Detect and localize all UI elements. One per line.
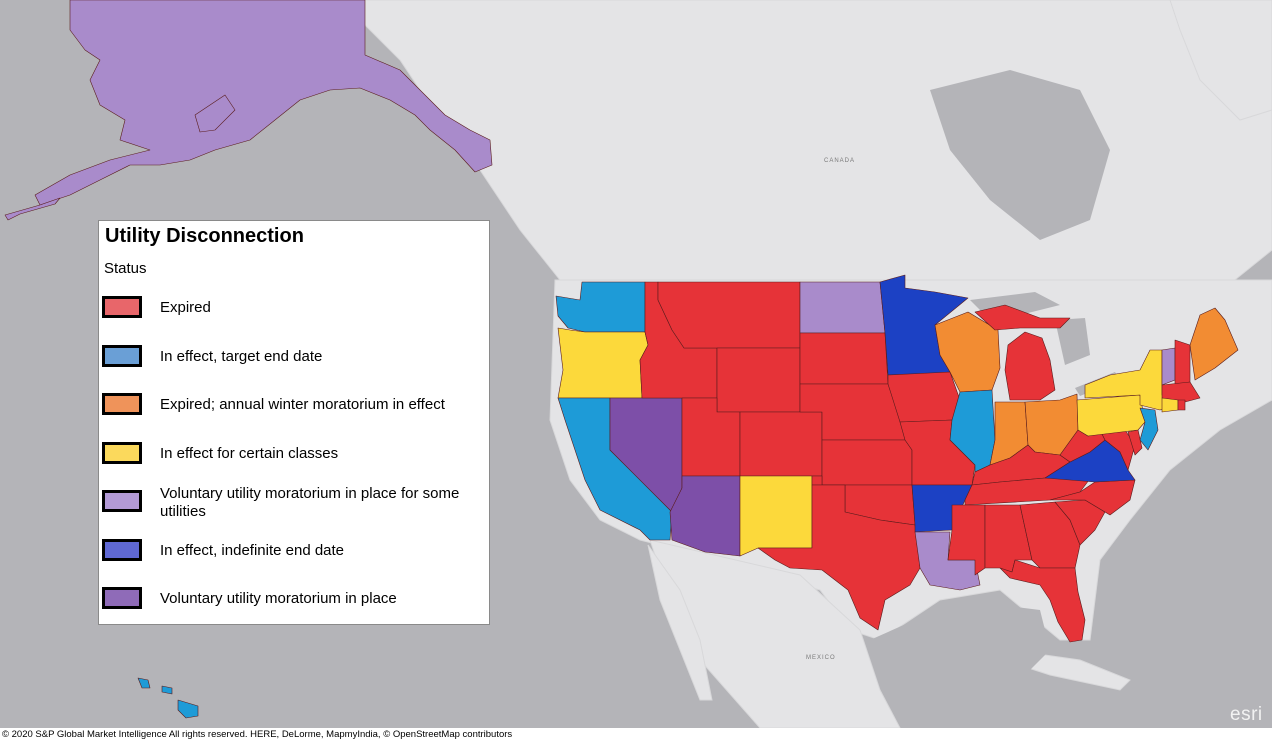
state-north-dakota — [799, 281, 886, 334]
state-wyoming — [716, 347, 801, 413]
state-michigan-up — [974, 304, 1071, 331]
legend-item-target-end-date: In effect, target end date — [102, 345, 487, 385]
state-kansas — [821, 439, 913, 486]
legend-item-certain-classes: In effect for certain classes — [102, 442, 487, 482]
hudson-bay — [930, 70, 1110, 240]
state-colorado — [739, 411, 823, 477]
state-vermont — [1161, 347, 1176, 386]
state-iowa — [887, 371, 961, 423]
state-oregon — [557, 327, 649, 399]
state-maine — [1189, 307, 1239, 381]
legend-item-winter-moratorium: Expired; annual winter moratorium in eff… — [102, 393, 487, 433]
state-texas — [757, 484, 921, 631]
state-montana — [657, 281, 801, 349]
legend-subtitle: Status — [104, 260, 147, 277]
legend-swatch — [102, 345, 142, 367]
legend-label: In effect, target end date — [160, 348, 323, 365]
legend-item-expired: Expired — [102, 296, 487, 336]
legend-swatch — [102, 539, 142, 561]
state-rhode-island — [1177, 399, 1186, 411]
legend-item-voluntary-some: Voluntary utility moratorium in place fo… — [102, 485, 487, 530]
legend-swatch — [102, 442, 142, 464]
label-mexico: MEXICO — [806, 655, 836, 661]
legend-swatch — [102, 490, 142, 512]
state-massachusetts — [1161, 381, 1201, 403]
states-layer — [4, 0, 1239, 719]
land-greenland — [1169, 0, 1272, 121]
legend-title: Utility Disconnection — [105, 225, 304, 247]
legend-label: Voluntary utility moratorium in place fo… — [160, 485, 460, 520]
lake-huron — [1055, 318, 1090, 365]
land-baja — [647, 544, 713, 701]
legend-swatch — [102, 587, 142, 609]
legend-swatch — [102, 393, 142, 415]
state-north-carolina — [1049, 479, 1136, 516]
state-new-mexico — [739, 475, 813, 557]
state-florida — [999, 559, 1086, 643]
legend-label: Expired — [160, 299, 211, 316]
legend-label: Expired; annual winter moratorium in eff… — [160, 396, 445, 413]
legend-item-voluntary: Voluntary utility moratorium in place — [102, 587, 487, 627]
esri-logo: esri — [1230, 704, 1263, 725]
state-alaska-kodiak — [194, 94, 236, 133]
state-hawaii — [137, 677, 199, 719]
gulf-of-mexico — [870, 600, 1050, 700]
state-pennsylvania — [1076, 394, 1146, 437]
state-new-hampshire — [1174, 339, 1191, 386]
legend-panel: Utility Disconnection Status Expired In … — [98, 220, 490, 625]
label-canada: CANADA — [824, 158, 856, 164]
state-connecticut — [1161, 397, 1179, 413]
legend-label: Voluntary utility moratorium in place — [160, 590, 397, 607]
legend-label: In effect for certain classes — [160, 445, 339, 462]
attribution-text: © 2020 S&P Global Market Intelligence Al… — [2, 729, 513, 740]
legend-item-indefinite: In effect, indefinite end date — [102, 539, 487, 579]
state-alaska-chain — [4, 197, 61, 221]
state-alaska — [34, 0, 493, 206]
state-south-dakota — [799, 332, 889, 385]
state-new-jersey — [1139, 407, 1159, 451]
legend-swatch — [102, 296, 142, 318]
state-louisiana — [914, 531, 981, 591]
state-michigan — [1004, 331, 1056, 401]
legend-label: In effect, indefinite end date — [160, 542, 345, 559]
